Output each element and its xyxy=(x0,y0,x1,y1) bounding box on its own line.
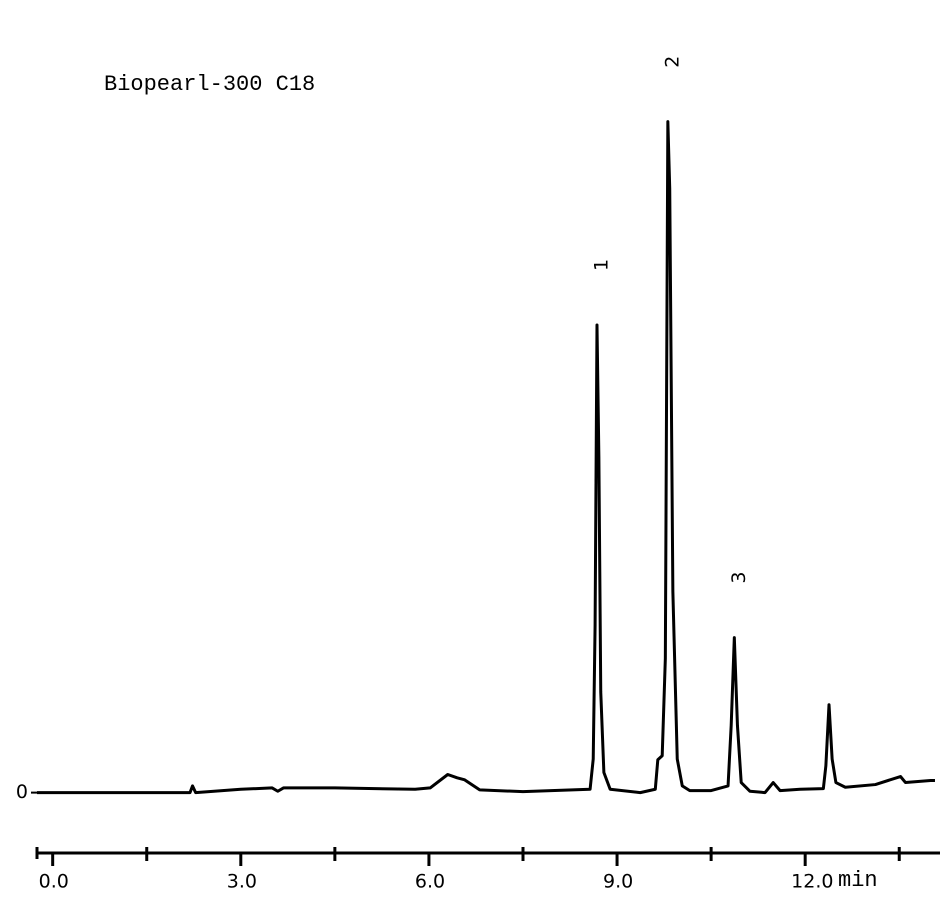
peak-label: 3 xyxy=(728,572,750,584)
x-axis-label: min xyxy=(838,868,878,893)
chart-title: Biopearl-300 C18 xyxy=(104,72,315,97)
peak-label: 2 xyxy=(661,56,683,68)
peak-label: 1 xyxy=(590,259,612,271)
x-tick-label: 9.0 xyxy=(603,871,633,893)
x-tick-label: 6.0 xyxy=(415,871,445,893)
x-tick-label: 0.0 xyxy=(39,871,69,893)
chromatogram-line xyxy=(37,120,935,795)
x-tick-label: 12.0 xyxy=(791,871,833,893)
x-tick-label: 3.0 xyxy=(227,871,257,893)
y-tick-label: 0 xyxy=(16,781,28,803)
